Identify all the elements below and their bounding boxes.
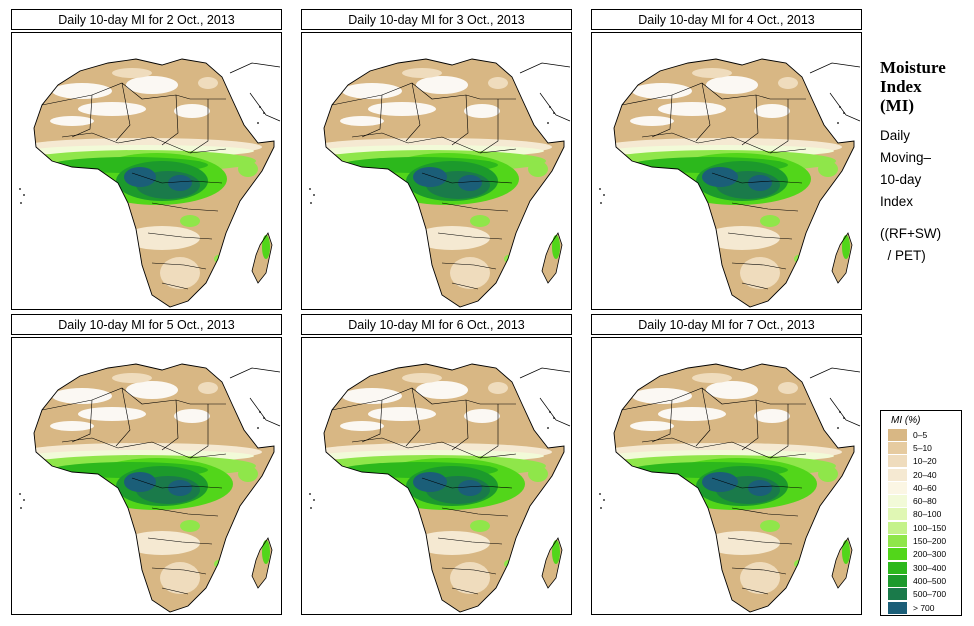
mi-legend: MI (%) 0–5 5–10 10–20 20–40 40–60 60–80 80–100… <box>880 410 962 616</box>
index-desc-line: Moving– <box>880 150 932 165</box>
legend-item: 300–400 <box>881 561 961 574</box>
legend-label: 150–200 <box>913 536 947 547</box>
legend-swatch <box>888 481 907 494</box>
panel-title: Daily 10-day MI for 7 Oct., 2013 <box>591 314 862 335</box>
legend-label: 0–5 <box>913 429 928 440</box>
africa-map <box>11 337 282 615</box>
legend-swatch <box>888 521 907 534</box>
legend-item: 60–80 <box>881 494 961 508</box>
legend-label: 20–40 <box>913 469 937 480</box>
legend-item: 200–300 <box>881 548 961 561</box>
map-panel-oct-7: Daily 10-day MI for 7 Oct., 2013 <box>591 314 862 615</box>
africa-map <box>11 32 282 310</box>
africa-map-graphic <box>599 58 861 308</box>
africa-map-graphic <box>309 363 571 613</box>
map-panel-oct-2: Daily 10-day MI for 2 Oct., 2013 <box>11 9 282 310</box>
legend-label: 10–20 <box>913 456 937 467</box>
legend-label: 5–10 <box>913 442 932 453</box>
legend-item: 20–40 <box>881 468 961 481</box>
legend-item: 40–60 <box>881 481 961 494</box>
panel-title: Daily 10-day MI for 4 Oct., 2013 <box>591 9 862 30</box>
index-title-line: (MI) <box>880 96 914 115</box>
legend-item: 10–20 <box>881 455 961 468</box>
legend-label: > 700 <box>913 602 935 613</box>
map-panel-oct-5: Daily 10-day MI for 5 Oct., 2013 <box>11 314 282 615</box>
africa-map-graphic <box>599 363 861 613</box>
legend-label: 100–150 <box>913 522 947 533</box>
legend-swatch <box>888 428 907 441</box>
legend-item: 500–700 <box>881 588 961 601</box>
legend-swatch <box>888 535 907 548</box>
legend-label: 200–300 <box>913 549 947 560</box>
legend-item: 5–10 <box>881 441 961 454</box>
formula-line: ((RF+SW) <box>880 226 942 241</box>
legend-swatch <box>888 508 907 521</box>
africa-map <box>591 337 862 615</box>
legend-swatch <box>888 548 907 561</box>
africa-map <box>301 32 572 310</box>
legend-swatch <box>888 561 907 574</box>
legend-item: 150–200 <box>881 534 961 548</box>
legend-item: > 700 <box>881 601 961 614</box>
index-title-line: Moisture <box>880 58 946 77</box>
legend-label: 60–80 <box>913 496 937 507</box>
panel-title: Daily 10-day MI for 2 Oct., 2013 <box>11 9 282 30</box>
formula-line: / PET) <box>880 248 926 263</box>
panel-title: Daily 10-day MI for 3 Oct., 2013 <box>301 9 572 30</box>
legend-item: 80–100 <box>881 508 961 521</box>
africa-map <box>301 337 572 615</box>
map-panel-oct-4: Daily 10-day MI for 4 Oct., 2013 <box>591 9 862 310</box>
legend-swatch <box>888 468 907 481</box>
africa-map-graphic <box>19 58 281 308</box>
legend-item: 100–150 <box>881 521 961 534</box>
legend-swatch <box>888 441 907 454</box>
legend-swatch <box>888 495 907 508</box>
legend-label: 40–60 <box>913 482 937 493</box>
legend-swatch <box>888 455 907 468</box>
legend-swatch <box>888 574 907 587</box>
map-panel-oct-6: Daily 10-day MI for 6 Oct., 2013 <box>301 314 572 615</box>
index-desc-line: 10-day <box>880 172 922 187</box>
panel-title: Daily 10-day MI for 6 Oct., 2013 <box>301 314 572 335</box>
index-description: Moisture Index (MI) Daily Moving– 10-day… <box>880 58 970 267</box>
africa-map <box>591 32 862 310</box>
legend-swatch <box>888 601 907 614</box>
panel-title: Daily 10-day MI for 5 Oct., 2013 <box>11 314 282 335</box>
map-panel-oct-3: Daily 10-day MI for 3 Oct., 2013 <box>301 9 572 310</box>
index-desc-line: Index <box>880 194 914 209</box>
index-title-line: Index <box>880 77 922 96</box>
africa-map-graphic <box>309 58 571 308</box>
legend-item: 400–500 <box>881 574 961 587</box>
legend-label: 400–500 <box>913 575 947 586</box>
legend-label: 300–400 <box>913 562 947 573</box>
africa-map-graphic <box>19 363 281 613</box>
legend-label: 500–700 <box>913 589 947 600</box>
index-desc-line: Daily <box>880 128 911 143</box>
legend-title: MI (%) <box>891 415 921 426</box>
legend-label: 80–100 <box>913 509 942 520</box>
legend-item: 0–5 <box>881 428 961 441</box>
legend-swatch <box>888 588 907 601</box>
